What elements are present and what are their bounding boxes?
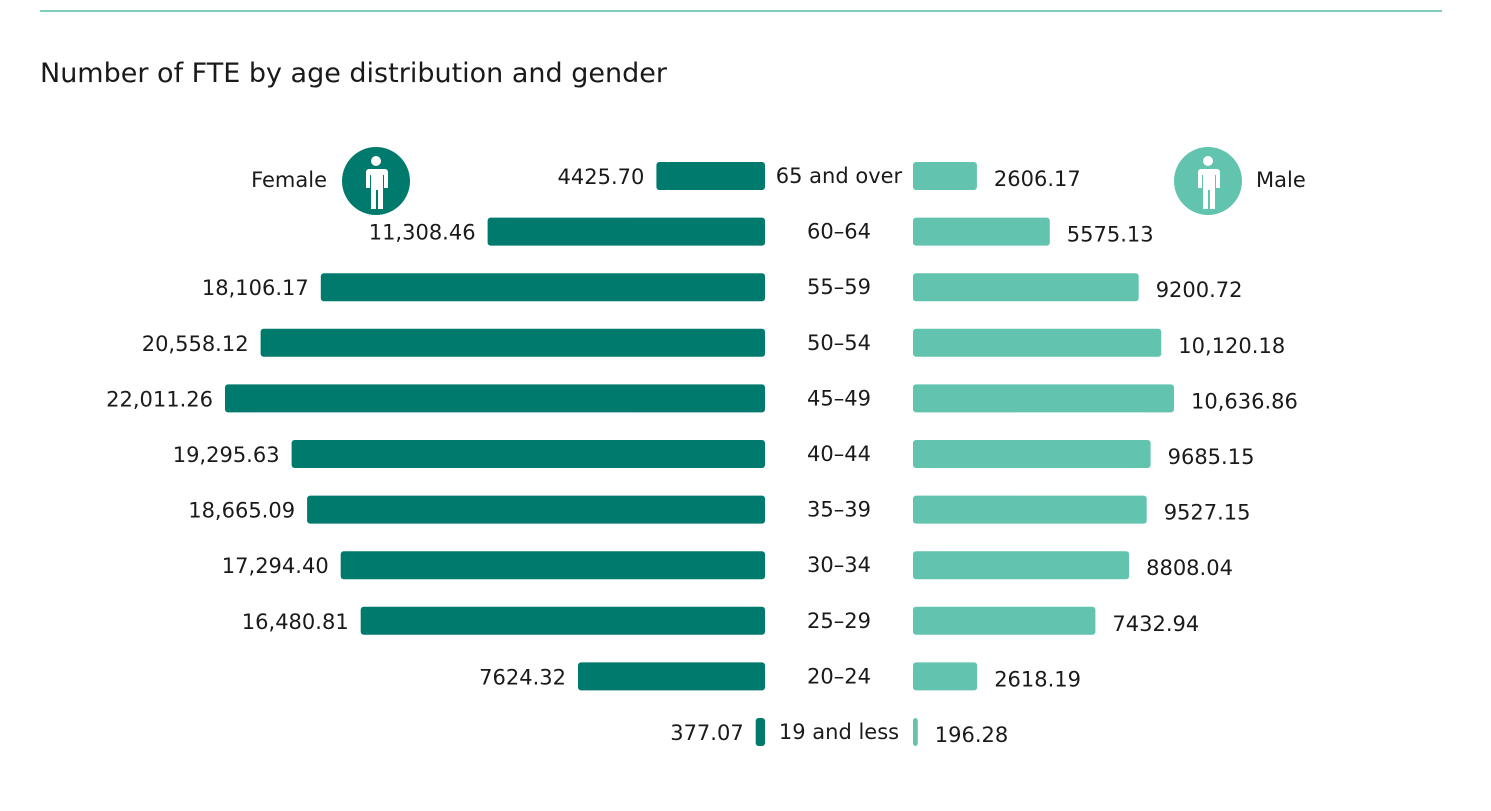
female-value-label-55-59: 18,106.17 [202, 276, 309, 300]
female-value-label-19-and-less: 377.07 [670, 721, 743, 745]
category-label-40-44: 40–44 [807, 442, 871, 466]
male-value-label-20-24: 2618.19 [994, 667, 1081, 691]
male-value-label-19-and-less: 196.28 [935, 723, 1008, 747]
male-bar-50-54 [913, 328, 1162, 357]
female-value-label-60-64: 11,308.46 [369, 221, 476, 245]
male-bar-45-49 [913, 384, 1174, 413]
female-bar-35-39 [307, 495, 765, 524]
male-value-label-30-34: 8808.04 [1146, 556, 1233, 580]
male-value-label-65-and-over: 2606.17 [994, 167, 1081, 191]
female-value-label-20-24: 7624.32 [479, 665, 566, 689]
category-label-35-39: 35–39 [807, 498, 871, 522]
female-value-label-50-54: 20,558.12 [142, 332, 249, 356]
female-value-label-35-39: 18,665.09 [188, 499, 295, 523]
category-label-45-49: 45–49 [807, 386, 871, 410]
male-value-label-35-39: 9527.15 [1164, 501, 1251, 525]
female-value-label-40-44: 19,295.63 [173, 443, 280, 467]
female-bar-20-24 [578, 662, 765, 691]
female-value-label-25-29: 16,480.81 [242, 610, 349, 634]
chart-title: Number of FTE by age distribution and ge… [40, 58, 667, 89]
male-bar-40-44 [913, 440, 1151, 468]
male-value-label-25-29: 7432.94 [1112, 612, 1199, 636]
category-label-50-54: 50–54 [807, 331, 871, 355]
male-bar-20-24 [913, 662, 978, 691]
female-bar-30-34 [340, 551, 765, 580]
female-bar-55-59 [320, 273, 765, 302]
legend-female-label: Female [251, 168, 327, 192]
top-rule [40, 10, 1442, 12]
female-bar-19-and-less [755, 718, 765, 746]
male-value-label-55-59: 9200.72 [1156, 278, 1243, 302]
male-bar-55-59 [913, 273, 1139, 302]
category-label-25-29: 25–29 [807, 609, 871, 633]
male-value-label-40-44: 9685.15 [1168, 445, 1255, 469]
female-value-label-30-34: 17,294.40 [222, 554, 329, 578]
category-label-55-59: 55–59 [807, 275, 871, 299]
legend-male-label: Male [1256, 168, 1306, 192]
category-label-60-64: 60–64 [807, 220, 871, 244]
category-label-30-34: 30–34 [807, 553, 871, 577]
male-bar-25-29 [913, 606, 1096, 635]
female-bar-50-54 [260, 328, 765, 357]
category-label-65-and-over: 65 and over [776, 164, 903, 188]
female-person-icon [342, 147, 410, 215]
male-bar-35-39 [913, 495, 1147, 524]
category-label-20-24: 20–24 [807, 664, 871, 688]
male-person-icon [1174, 147, 1242, 215]
female-bar-60-64 [487, 217, 765, 246]
male-bar-65-and-over [913, 162, 977, 190]
female-value-label-65-and-over: 4425.70 [558, 165, 645, 189]
category-label-19-and-less: 19 and less [779, 720, 899, 744]
female-bar-25-29 [360, 606, 765, 635]
male-value-label-60-64: 5575.13 [1067, 223, 1154, 247]
male-bar-60-64 [913, 217, 1050, 246]
male-value-label-45-49: 10,636.86 [1191, 389, 1298, 413]
male-bar-19-and-less [913, 718, 918, 746]
female-bar-40-44 [291, 440, 765, 468]
female-value-label-45-49: 22,011.26 [106, 387, 213, 411]
male-bar-30-34 [913, 551, 1130, 580]
male-value-label-50-54: 10,120.18 [1178, 334, 1285, 358]
female-bar-65-and-over [656, 162, 765, 190]
female-bar-45-49 [225, 384, 765, 413]
